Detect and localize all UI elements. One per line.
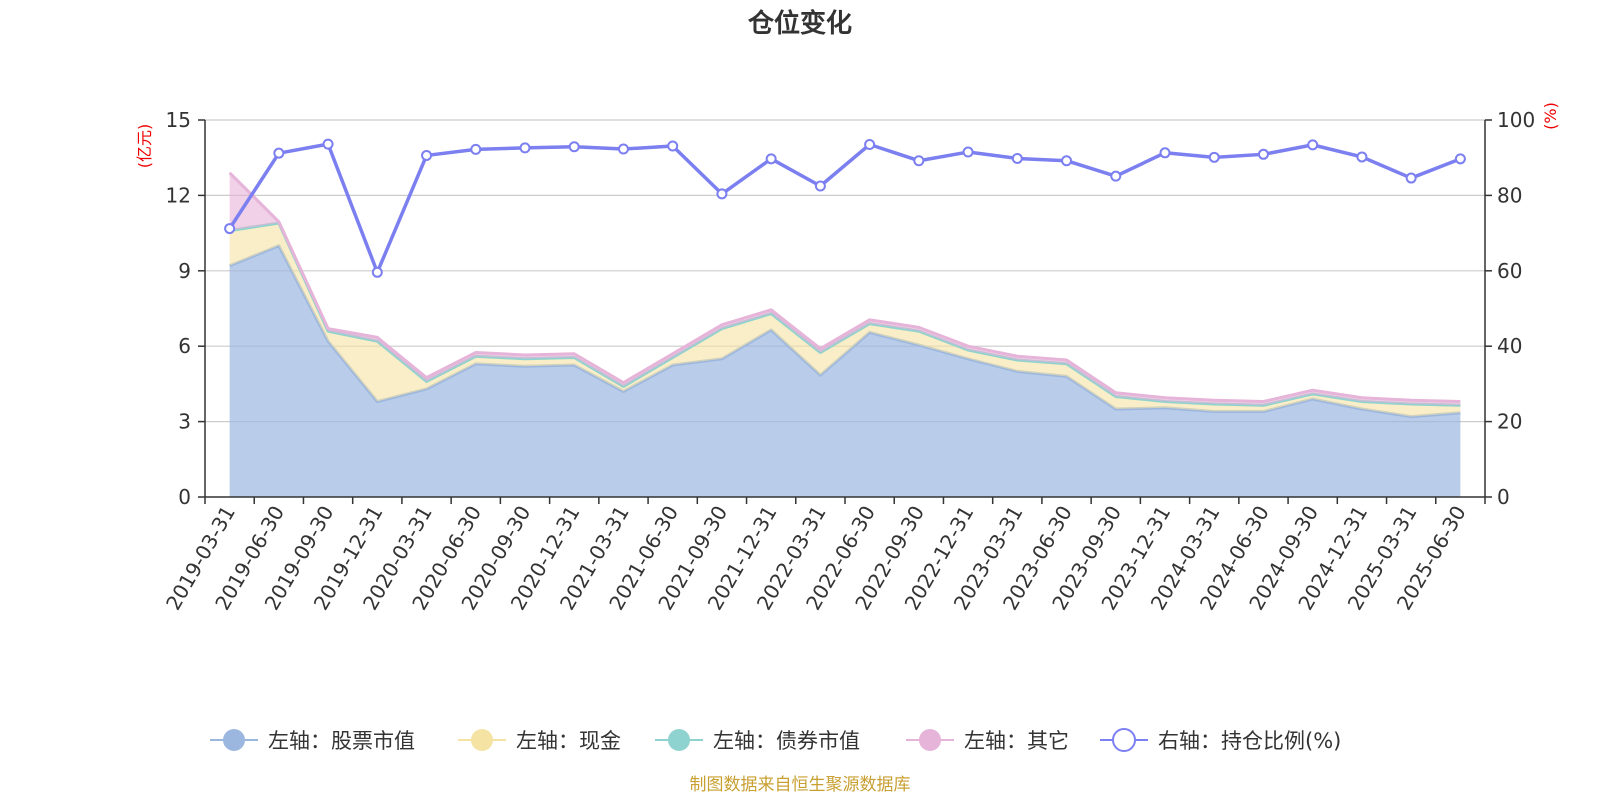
ratio-point: [1159, 147, 1171, 159]
ratio-point: [765, 153, 777, 165]
legend: 左轴：股票市值 左轴：现金 左轴：债券市值 左轴：其它 右轴：持仓比例(%): [210, 728, 1341, 753]
ratio-point: [1405, 172, 1417, 184]
right-axis-tick-label: 20: [1497, 410, 1522, 434]
ratio-point: [224, 223, 236, 235]
area-series: [228, 171, 1461, 497]
area-edge-3: [228, 171, 1461, 403]
ratio-point: [913, 155, 925, 167]
ratio-point: [1454, 153, 1466, 165]
legend-marker: [668, 729, 690, 751]
legend-marker: [1112, 728, 1136, 752]
legend-label: 左轴：股票市值: [268, 729, 415, 753]
right-axis-unit: (%): [1541, 102, 1560, 130]
left-axis-tick-label: 3: [178, 410, 191, 434]
ratio-line-series: [224, 138, 1466, 278]
ratio-point: [962, 146, 974, 158]
chart-title: 仓位变化: [747, 8, 852, 39]
right-axis-tick-label: 40: [1497, 334, 1522, 358]
ratio-point: [814, 180, 826, 192]
ratio-point: [716, 188, 728, 200]
ratio-point: [470, 143, 482, 155]
left-axis-tick-label: 6: [178, 334, 191, 358]
legend-marker: [223, 729, 245, 751]
left-axis-unit: (亿元): [135, 124, 154, 169]
ratio-point: [322, 138, 334, 150]
legend-marker: [919, 729, 941, 751]
right-axis-tick-label: 0: [1497, 485, 1510, 509]
left-axis-tick-label: 9: [178, 259, 191, 283]
ratio-point: [1061, 155, 1073, 167]
left-axis-tick-label: 15: [166, 108, 191, 132]
right-axis-tick-label: 60: [1497, 259, 1522, 283]
ratio-point: [1208, 151, 1220, 163]
left-axis-tick-label: 0: [178, 485, 191, 509]
ratio-point: [1307, 139, 1319, 151]
ratio-point: [371, 266, 383, 278]
ratio-point: [617, 143, 629, 155]
ratio-line: [228, 142, 1462, 275]
area-fill-0: [229, 245, 1461, 497]
legend-label: 左轴：其它: [964, 729, 1069, 753]
ratio-point: [864, 139, 876, 151]
legend-marker: [471, 729, 493, 751]
ratio-point: [568, 141, 580, 153]
right-axis-tick-label: 80: [1497, 183, 1522, 207]
right-axis-tick-label: 100: [1497, 108, 1535, 132]
ratio-point: [519, 142, 531, 154]
data-source-footer: 制图数据来自恒生聚源数据库: [690, 775, 911, 795]
legend-label: 左轴：现金: [516, 729, 621, 753]
ratio-point: [1356, 151, 1368, 163]
legend-label: 左轴：债券市值: [713, 729, 860, 753]
ratio-point: [1257, 148, 1269, 160]
ratio-point: [1011, 152, 1023, 164]
ratio-point: [273, 147, 285, 159]
legend-label: 右轴：持仓比例(%): [1158, 729, 1341, 753]
ratio-point: [1110, 170, 1122, 182]
left-axis-tick-label: 12: [166, 183, 191, 207]
ratio-point: [421, 149, 433, 161]
ratio-point: [667, 140, 679, 152]
